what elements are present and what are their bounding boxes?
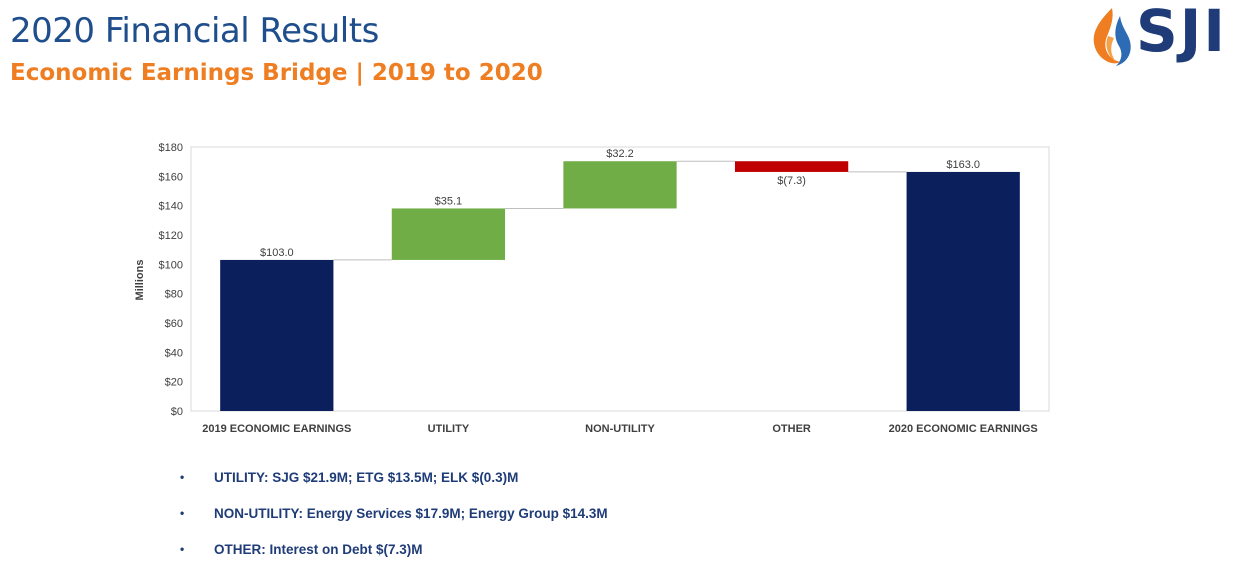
connector-lines bbox=[333, 160, 907, 261]
page-title: 2020 Financial Results bbox=[10, 11, 379, 51]
bar-1 bbox=[391, 208, 506, 260]
note-non-utility: • NON-UTILITY: Energy Services $17.9M; En… bbox=[180, 506, 608, 521]
sji-logo: SJI bbox=[1086, 2, 1246, 70]
bar-0 bbox=[220, 259, 334, 411]
data-labels: $103.0 $35.1 $32.2 $(7.3) $163.0 bbox=[260, 148, 980, 259]
data-label: $(7.3) bbox=[777, 175, 806, 187]
bullet-icon: • bbox=[180, 470, 185, 484]
x-category-label: 2020 ECONOMIC EARNINGS bbox=[889, 423, 1038, 435]
note-utility: • UTILITY: SJG $21.9M; ETG $13.5M; ELK $(… bbox=[180, 470, 519, 485]
bar-4 bbox=[906, 171, 1020, 411]
page-subtitle: Economic Earnings Bridge | 2019 to 2020 bbox=[10, 60, 543, 86]
notes-list: • UTILITY: SJG $21.9M; ETG $13.5M; ELK $(… bbox=[180, 470, 608, 578]
y-tick-label: $20 bbox=[165, 377, 183, 389]
x-category-label: 2019 ECONOMIC EARNINGS bbox=[202, 423, 351, 435]
data-label: $32.2 bbox=[606, 148, 634, 160]
data-label: $35.1 bbox=[435, 195, 463, 207]
x-category-label: NON-UTILITY bbox=[585, 423, 655, 435]
data-label: $103.0 bbox=[260, 247, 294, 259]
bullet-icon: • bbox=[180, 542, 185, 556]
logo-text: SJI bbox=[1136, 0, 1227, 65]
x-category-label: UTILITY bbox=[428, 423, 470, 435]
x-category-label: OTHER bbox=[772, 423, 811, 435]
data-label: $163.0 bbox=[946, 159, 980, 171]
x-axis-categories: 2019 ECONOMIC EARNINGS UTILITY NON-UTILITY… bbox=[202, 423, 1038, 435]
flame-icon bbox=[1093, 8, 1131, 66]
y-tick-label: $0 bbox=[171, 406, 183, 418]
bar-2 bbox=[563, 161, 677, 209]
y-tick-label: $40 bbox=[165, 347, 183, 359]
bullet-icon: • bbox=[180, 506, 185, 520]
y-tick-label: $100 bbox=[159, 259, 183, 271]
note-other: • OTHER: Interest on Debt $(7.3)M bbox=[180, 542, 423, 557]
y-tick-label: $160 bbox=[159, 171, 183, 183]
y-axis-label: Millions bbox=[134, 260, 146, 301]
bars bbox=[220, 161, 1020, 411]
bar-3 bbox=[734, 161, 849, 172]
y-tick-label: $140 bbox=[159, 201, 183, 213]
plot-area bbox=[190, 146, 1050, 412]
y-tick-label: $120 bbox=[159, 230, 183, 242]
y-tick-label: $180 bbox=[159, 142, 183, 154]
waterfall-chart: Millions $0$20$40$60$80$100$120$140$160$… bbox=[134, 142, 1050, 435]
y-axis-ticks: $0 $20 $40 $60 $80 $100 $120 $140 $160 $180 bbox=[159, 142, 183, 418]
y-tick-label: $80 bbox=[165, 289, 183, 301]
y-tick-label: $60 bbox=[165, 318, 183, 330]
